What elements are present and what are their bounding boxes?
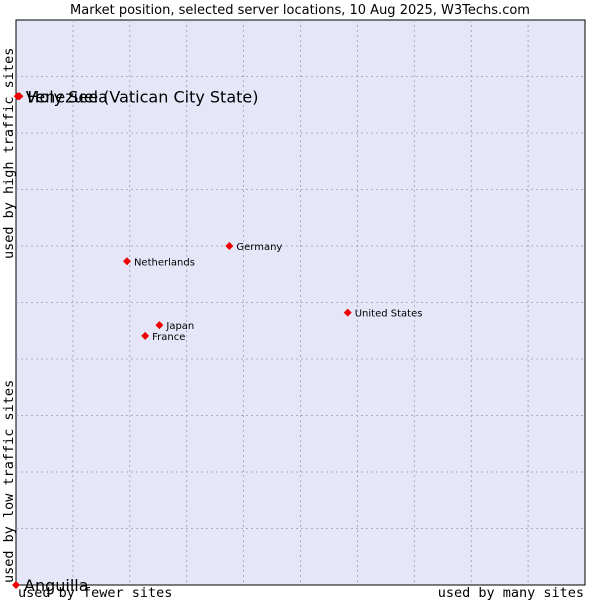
point-germany [225, 242, 234, 250]
y-axis-low-label: used by low traffic sites [1, 380, 17, 583]
label-united-states: United States [355, 309, 423, 320]
point-united-states [343, 308, 352, 317]
point-venezuela [13, 92, 22, 101]
label-netherlands: Netherlands [134, 257, 195, 268]
label-france: France [152, 332, 185, 343]
grid-lines [16, 20, 585, 585]
data-labels: Holy See (Vatican City State)Venezuela An… [24, 87, 422, 595]
label-germany: Germany [236, 242, 282, 253]
point-netherlands [122, 257, 131, 266]
chart-title: Market position, selected server locatio… [70, 3, 530, 18]
point-france [141, 331, 150, 340]
x-axis-high-label: used by many sites [438, 585, 584, 600]
y-axis-high-label: used by high traffic sites [1, 48, 17, 259]
label-anguilla: Anguilla [24, 576, 89, 595]
label-holy-see-vatican-city-state: Holy See (Vatican City State) [27, 87, 258, 106]
label-venezuela: Venezuela [26, 87, 108, 106]
point-anguilla [12, 581, 20, 589]
point-japan [155, 321, 164, 330]
label-japan: Japan [165, 321, 194, 332]
data-points [12, 92, 352, 589]
x-axis-low-label: used by fewer sites [18, 585, 172, 600]
